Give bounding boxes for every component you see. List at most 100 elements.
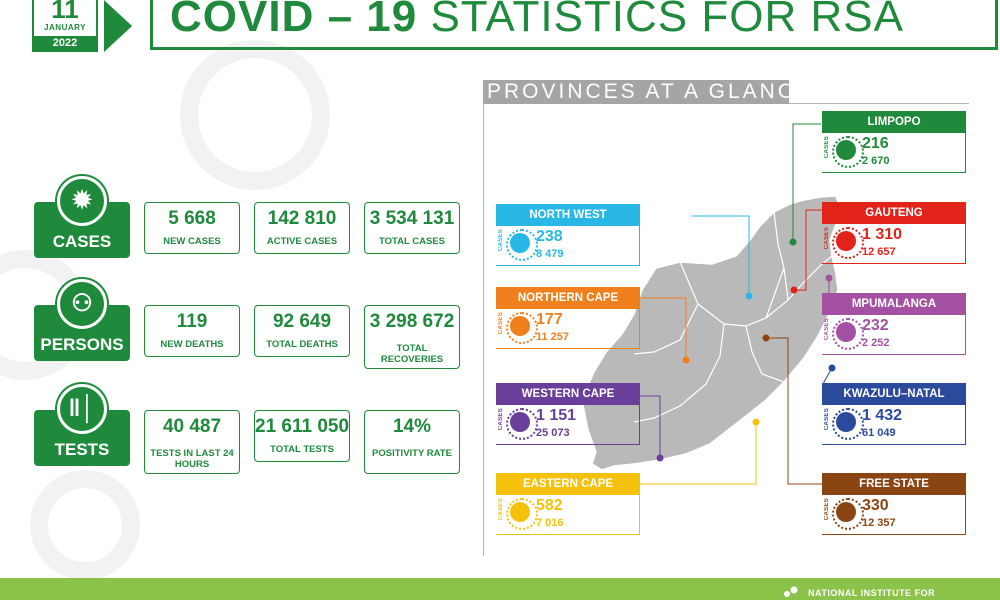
province-name: NORTH WEST bbox=[496, 204, 640, 226]
test-tubes-icon: ‖│ bbox=[57, 384, 107, 434]
connector-lines bbox=[636, 123, 833, 485]
province-name: GAUTENG bbox=[822, 202, 966, 224]
cases-stat-card: 5 668 NEW CASES bbox=[144, 202, 240, 254]
province-card-eastern-cape: EASTERN CAPE CASES 582 7 016 bbox=[496, 473, 640, 535]
province-new-cases: 1 310 bbox=[862, 226, 903, 243]
persons-stat-card: 3 298 672 TOTAL RECOVERIES bbox=[364, 305, 460, 369]
date-badge: 11 JANUARY 2022 bbox=[32, 0, 98, 52]
stat-value: 5 668 bbox=[168, 208, 216, 229]
mpumalanga-marker bbox=[825, 274, 833, 282]
panel-divider bbox=[789, 103, 969, 104]
province-figures: CASES 1 151 25 073 bbox=[496, 405, 640, 445]
virus-icon bbox=[832, 408, 864, 440]
stat-label: TOTAL RECOVERIES bbox=[380, 343, 444, 365]
province-card-free-state: FREE STATE CASES 330 12 357 bbox=[822, 473, 966, 535]
province-new-cases: 330 bbox=[862, 497, 889, 514]
province-name: LIMPOPO bbox=[822, 111, 966, 133]
footer-bar bbox=[0, 578, 1000, 600]
province-new-cases: 216 bbox=[862, 135, 889, 152]
north-west-marker bbox=[745, 292, 753, 300]
province-name: EASTERN CAPE bbox=[496, 473, 640, 495]
date-year: 2022 bbox=[34, 36, 96, 51]
cases-tag: CASES bbox=[824, 227, 830, 250]
stat-label: TOTAL CASES bbox=[379, 236, 445, 247]
persons-category-label: PERSONS bbox=[40, 335, 124, 354]
virus-icon bbox=[506, 498, 538, 530]
province-new-cases: 238 bbox=[536, 228, 563, 245]
panel-divider bbox=[483, 104, 484, 556]
stat-label: TESTS IN LAST 24 HOURS bbox=[150, 448, 234, 470]
province-new-cases: 582 bbox=[536, 497, 563, 514]
province-new-cases: 1 432 bbox=[862, 407, 903, 424]
cases-tag: CASES bbox=[824, 408, 830, 431]
tests-stat-card: 21 611 050 TOTAL TESTS bbox=[254, 410, 350, 462]
tests-category-label: TESTS bbox=[54, 440, 110, 459]
province-total-cases: 12 657 bbox=[862, 246, 896, 258]
south-africa-map bbox=[581, 123, 841, 485]
western-cape-marker bbox=[656, 454, 664, 462]
virus-icon bbox=[832, 498, 864, 530]
province-new-cases: 1 151 bbox=[536, 407, 577, 424]
virus-icon bbox=[506, 312, 538, 344]
province-total-cases: 11 257 bbox=[536, 331, 570, 343]
map-markers bbox=[656, 238, 836, 462]
cases-tag: CASES bbox=[824, 136, 830, 159]
stat-label: TOTAL DEATHS bbox=[266, 339, 338, 350]
stat-value: 119 bbox=[176, 311, 208, 332]
province-card-mpumalanga: MPUMALANGA CASES 232 2 252 bbox=[822, 293, 966, 355]
province-card-north-west: NORTH WEST CASES 238 8 479 bbox=[496, 204, 640, 266]
stat-value: 14% bbox=[392, 416, 432, 437]
province-name: FREE STATE bbox=[822, 473, 966, 495]
background-virus-icon bbox=[30, 470, 140, 580]
province-card-gauteng: GAUTENG CASES 1 310 12 657 bbox=[822, 202, 966, 264]
cases-stat-card: 3 534 131 TOTAL CASES bbox=[364, 202, 460, 254]
province-figures: CASES 216 2 670 bbox=[822, 133, 966, 173]
province-card-kwazulu-natal: KWAZULU–NATAL CASES 1 432 61 049 bbox=[822, 383, 966, 445]
province-name: MPUMALANGA bbox=[822, 293, 966, 315]
virus-icon bbox=[506, 229, 538, 261]
province-total-cases: 2 670 bbox=[862, 155, 890, 167]
cases-stat-card: 142 810 ACTIVE CASES bbox=[254, 202, 350, 254]
province-total-cases: 7 016 bbox=[536, 517, 564, 529]
stat-label: ACTIVE CASES bbox=[266, 236, 338, 247]
stat-label: NEW CASES bbox=[163, 236, 221, 247]
title-frame bbox=[150, 0, 998, 50]
province-figures: CASES 582 7 016 bbox=[496, 495, 640, 535]
virus-icon bbox=[832, 136, 864, 168]
province-figures: CASES 330 12 357 bbox=[822, 495, 966, 535]
persons-stat-card: 92 649 TOTAL DEATHS bbox=[254, 305, 350, 357]
stat-value: 92 649 bbox=[272, 311, 332, 332]
date-month: JANUARY bbox=[44, 23, 86, 32]
virus-icon bbox=[832, 318, 864, 350]
gauteng-marker bbox=[790, 286, 798, 294]
province-name: KWAZULU–NATAL bbox=[822, 383, 966, 405]
stat-value: 21 611 050 bbox=[255, 416, 350, 437]
cases-category-box: CASES bbox=[34, 202, 130, 258]
map-outline bbox=[581, 195, 841, 471]
cases-tag: CASES bbox=[824, 498, 830, 521]
people-icon: ⚇ bbox=[57, 279, 107, 329]
province-figures: CASES 1 310 12 657 bbox=[822, 224, 966, 264]
province-name: NORTHERN CAPE bbox=[496, 287, 640, 309]
footer-org-name: NATIONAL INSTITUTE FOR bbox=[808, 588, 936, 598]
province-figures: CASES 232 2 252 bbox=[822, 315, 966, 355]
province-total-cases: 8 479 bbox=[536, 248, 564, 260]
stat-value: 3 298 672 bbox=[369, 311, 455, 332]
limpopo-marker bbox=[789, 238, 797, 246]
background-virus-icon bbox=[180, 40, 330, 190]
province-figures: CASES 238 8 479 bbox=[496, 226, 640, 266]
stat-value: 142 810 bbox=[267, 208, 337, 229]
virus-icon bbox=[506, 408, 538, 440]
stat-label: TOTAL TESTS bbox=[270, 444, 334, 455]
province-card-limpopo: LIMPOPO CASES 216 2 670 bbox=[822, 111, 966, 173]
tests-stat-card: 14% POSITIVITY RATE bbox=[364, 410, 460, 474]
cases-tag: CASES bbox=[498, 229, 504, 252]
virus-icon: ✹ bbox=[57, 176, 107, 226]
province-card-northern-cape: NORTHERN CAPE CASES 177 11 257 bbox=[496, 287, 640, 349]
persons-stat-card: 119 NEW DEATHS bbox=[144, 305, 240, 357]
virus-icon bbox=[832, 227, 864, 259]
eastern-cape-marker bbox=[752, 418, 760, 426]
cases-tag: CASES bbox=[498, 408, 504, 431]
cases-category-label: CASES bbox=[52, 232, 112, 251]
stat-label: POSITIVITY RATE bbox=[372, 448, 452, 459]
